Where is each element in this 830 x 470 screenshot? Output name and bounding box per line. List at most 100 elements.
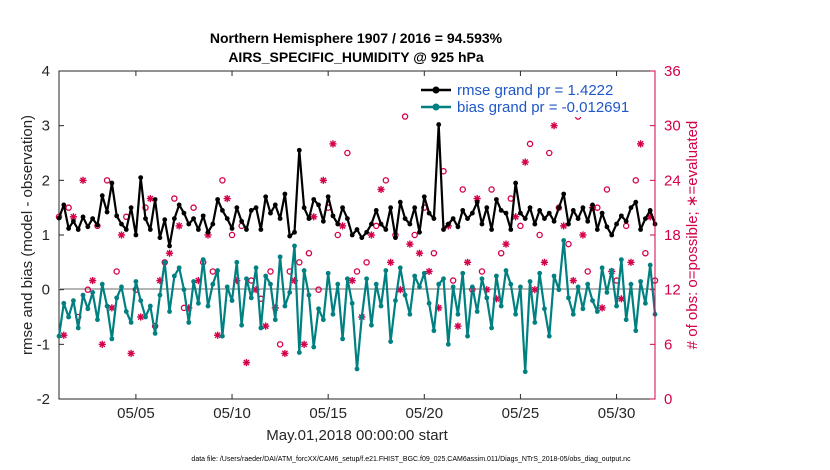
rmse-point: [498, 208, 504, 213]
obs-evaluated-point: [338, 222, 347, 230]
obs-evaluated-point: [550, 122, 558, 130]
obs-evaluated-point: [540, 258, 549, 266]
obs-possible-point: [584, 268, 591, 275]
rmse-point: [320, 218, 326, 224]
rmse-point: [393, 235, 398, 241]
rmse-point: [604, 224, 610, 230]
bias-point: [220, 333, 225, 339]
rmse-point: [344, 216, 350, 222]
bias-point: [527, 279, 533, 284]
bias-point: [205, 303, 211, 309]
bias-point: [575, 284, 581, 290]
obs-evaluated-point: [146, 194, 154, 203]
obs-possible-point: [411, 231, 418, 239]
rmse-point: [638, 227, 643, 232]
obs-possible-point: [536, 231, 543, 239]
rmse-point: [263, 194, 269, 200]
obs-evaluated-point: [281, 349, 289, 358]
rmse-point: [80, 214, 86, 220]
rmse-point: [272, 202, 278, 208]
bias-point: [152, 331, 158, 336]
rmse-point: [282, 191, 288, 197]
bias-point: [412, 273, 418, 279]
y-right-tick-label: 30: [664, 118, 681, 135]
obs-possible-point: [497, 249, 505, 257]
bias-point: [138, 298, 144, 303]
bias-point: [109, 336, 115, 342]
rmse-point: [489, 227, 494, 232]
bias-point: [311, 344, 317, 350]
y-right-tick-label: 36: [664, 63, 681, 80]
rmse-point: [469, 210, 475, 216]
rmse-point: [200, 213, 206, 219]
rmse-point: [551, 218, 557, 224]
rmse-point: [513, 180, 519, 186]
bias-point: [128, 320, 134, 325]
rmse-point: [364, 229, 370, 235]
obs-evaluated-point: [406, 240, 414, 248]
rmse-point: [570, 208, 576, 213]
obs-evaluated-point: [117, 231, 126, 239]
bias-point: [215, 268, 221, 273]
obs-possible-point: [190, 204, 197, 211]
x-tick-label: 05/15: [309, 405, 347, 422]
bias-point: [340, 336, 345, 342]
y-right-tick-label: 0: [664, 391, 672, 408]
bias-point: [383, 268, 389, 273]
obs-possible-point: [344, 149, 351, 157]
rmse-point: [566, 221, 571, 227]
obs-evaluated-point: [127, 349, 135, 358]
obs-possible-point: [334, 231, 342, 239]
bias-point: [561, 238, 567, 243]
obs-evaluated-point: [300, 340, 308, 348]
rmse-point: [171, 216, 177, 222]
rmse-point: [594, 227, 600, 232]
rmse-point: [167, 243, 172, 249]
rmse-point: [220, 208, 225, 213]
bias-point: [614, 303, 619, 309]
bias-point: [628, 281, 634, 287]
obs-evaluated-point: [415, 249, 424, 257]
legend-bias-label: bias grand pr = -0.012691: [457, 99, 629, 116]
bias-point: [56, 333, 62, 339]
obs-possible-point: [603, 186, 611, 193]
rmse-point: [215, 197, 221, 202]
bias-point: [388, 339, 394, 344]
x-tick-label: 05/30: [598, 405, 636, 422]
bias-point: [513, 311, 519, 317]
rmse-point: [195, 227, 201, 232]
bias-point: [330, 311, 336, 317]
rmse-point: [580, 205, 586, 211]
bias-point: [450, 284, 456, 290]
obs-possible-point: [171, 195, 178, 202]
bias-point: [99, 281, 105, 287]
bias-point: [431, 328, 437, 334]
obs-possible-point: [632, 177, 640, 184]
rmse-point: [508, 227, 514, 232]
bias-point: [623, 317, 629, 323]
rmse-point: [119, 221, 124, 227]
bias-point: [551, 273, 557, 279]
bias-point: [191, 279, 196, 284]
rmse-point: [450, 216, 456, 222]
obs-possible-point: [546, 149, 553, 157]
bias-point: [493, 273, 499, 279]
obs-possible-point: [363, 259, 370, 266]
rmse-point: [561, 191, 567, 197]
bias-point: [258, 325, 264, 331]
rmse-point: [210, 221, 216, 227]
rmse-point: [253, 205, 259, 211]
bias-point: [354, 366, 360, 372]
rmse-point: [575, 216, 581, 222]
rmse-point: [546, 210, 552, 216]
rmse-point: [316, 202, 321, 208]
rmse-point: [157, 235, 163, 241]
bias-point: [277, 254, 283, 260]
bias-point: [167, 309, 172, 314]
bias-point: [162, 259, 168, 265]
obs-evaluated-point: [636, 140, 645, 148]
obs-evaluated-point: [108, 304, 116, 312]
bias-point: [503, 268, 509, 273]
bias-point: [397, 265, 403, 271]
obs-evaluated-point: [377, 185, 385, 194]
